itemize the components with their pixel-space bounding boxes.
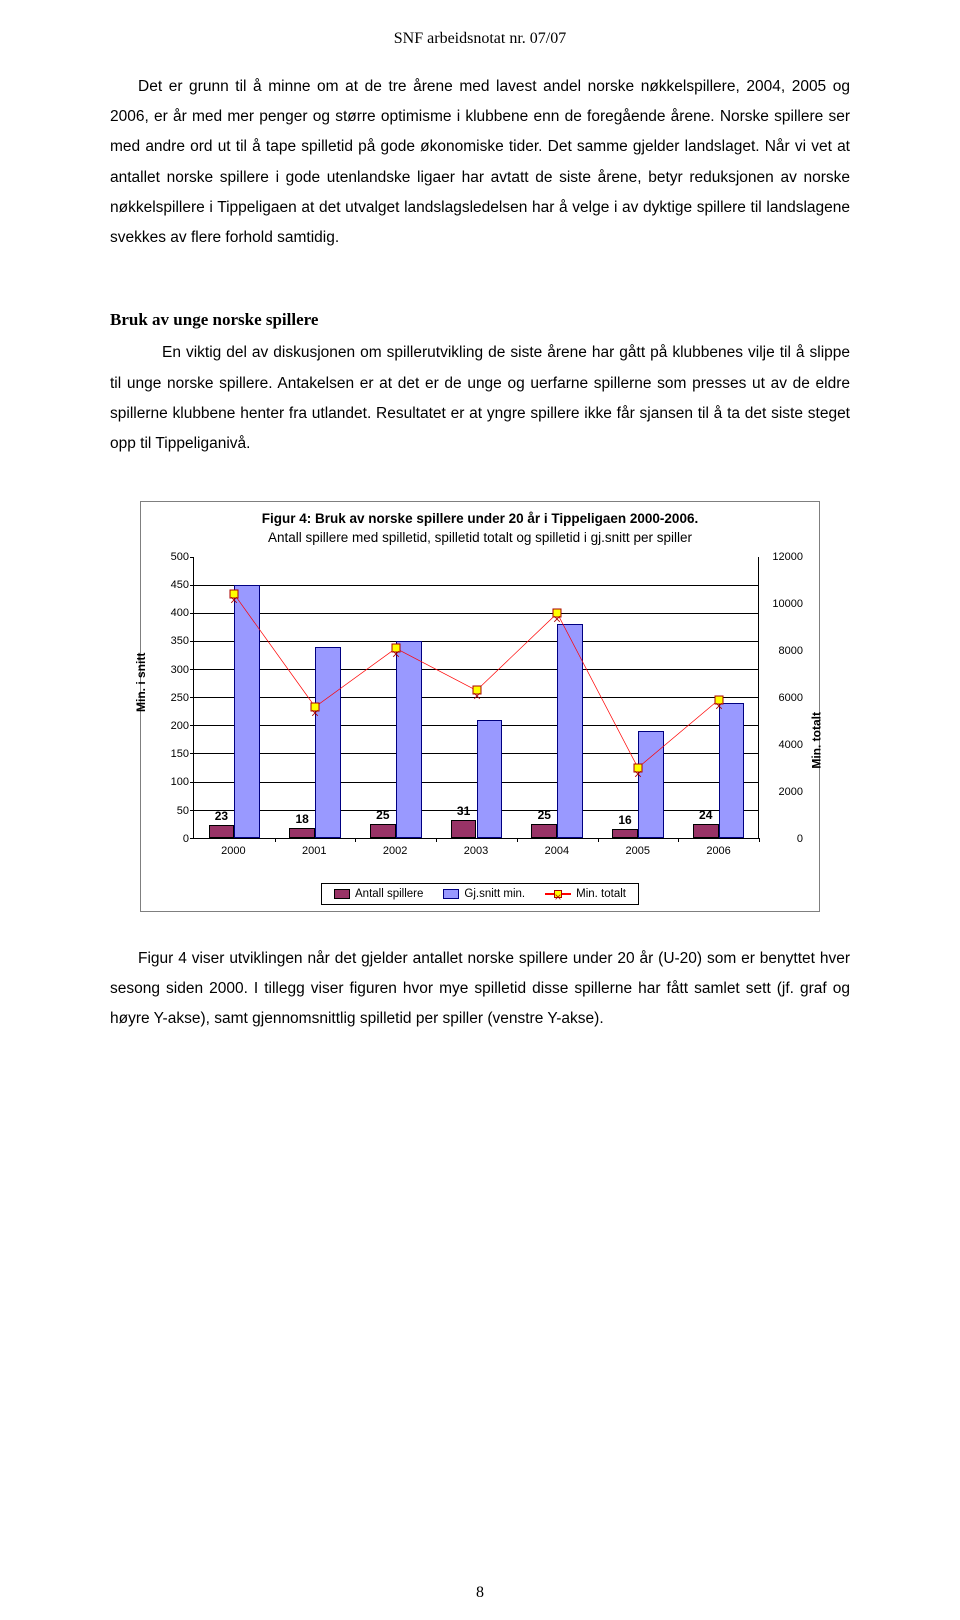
chart-title-sub: Antall spillere med spilletid, spilletid…	[268, 530, 692, 545]
paragraph-3: Figur 4 viser utviklingen når det gjelde…	[110, 944, 850, 1035]
legend-label-gjsnitt: Gj.snitt min.	[464, 888, 525, 900]
after-chart-text: Figur 4 viser utviklingen når det gjelde…	[110, 944, 850, 1035]
section-heading: Bruk av unge norske spillere	[110, 303, 850, 336]
legend-item-antall: Antall spillere	[334, 888, 423, 900]
x-axis-labels: 2000200120022003200420052006	[193, 845, 759, 861]
line-marker	[633, 763, 642, 772]
legend-item-gjsnitt: Gj.snitt min.	[443, 888, 525, 900]
legend-item-totalt: Min. totalt	[545, 888, 626, 900]
legend: Antall spillere Gj.snitt min. Min. total…	[151, 883, 809, 905]
legend-label-antall: Antall spillere	[355, 888, 423, 900]
line-marker	[472, 686, 481, 695]
y-left-label: Min. i snitt	[134, 652, 148, 711]
body-text: Det er grunn til å minne om at de tre år…	[110, 72, 850, 459]
page-number: 8	[476, 1584, 484, 1602]
y-right-label: Min. totalt	[810, 712, 824, 769]
line-marker	[714, 695, 723, 704]
line-marker	[230, 590, 239, 599]
paragraph-2: En viktig del av diskusjonen om spilleru…	[110, 338, 850, 459]
chart-title-bold: Figur 4: Bruk av norske spillere under 2…	[262, 511, 698, 526]
legend-swatch-gjsnitt	[443, 889, 459, 899]
y-right-ticks: 020004000600080001000012000	[763, 557, 803, 839]
legend-label-totalt: Min. totalt	[576, 888, 626, 900]
line-marker	[553, 608, 562, 617]
line-marker	[311, 702, 320, 711]
chart-area: Min. i snitt Min. totalt 050100150200250…	[151, 557, 809, 867]
chart-title: Figur 4: Bruk av norske spillere under 2…	[151, 510, 809, 546]
figure-4-chart: Figur 4: Bruk av norske spillere under 2…	[140, 501, 820, 911]
plot-area: 23182531251624	[193, 557, 759, 839]
legend-swatch-antall	[334, 889, 350, 899]
paragraph-1: Det er grunn til å minne om at de tre år…	[110, 72, 850, 253]
legend-swatch-totalt	[545, 888, 571, 900]
line-marker	[391, 644, 400, 653]
y-left-ticks: 050100150200250300350400450500	[151, 557, 191, 839]
doc-header: SNF arbeidsnotat nr. 07/07	[110, 30, 850, 48]
